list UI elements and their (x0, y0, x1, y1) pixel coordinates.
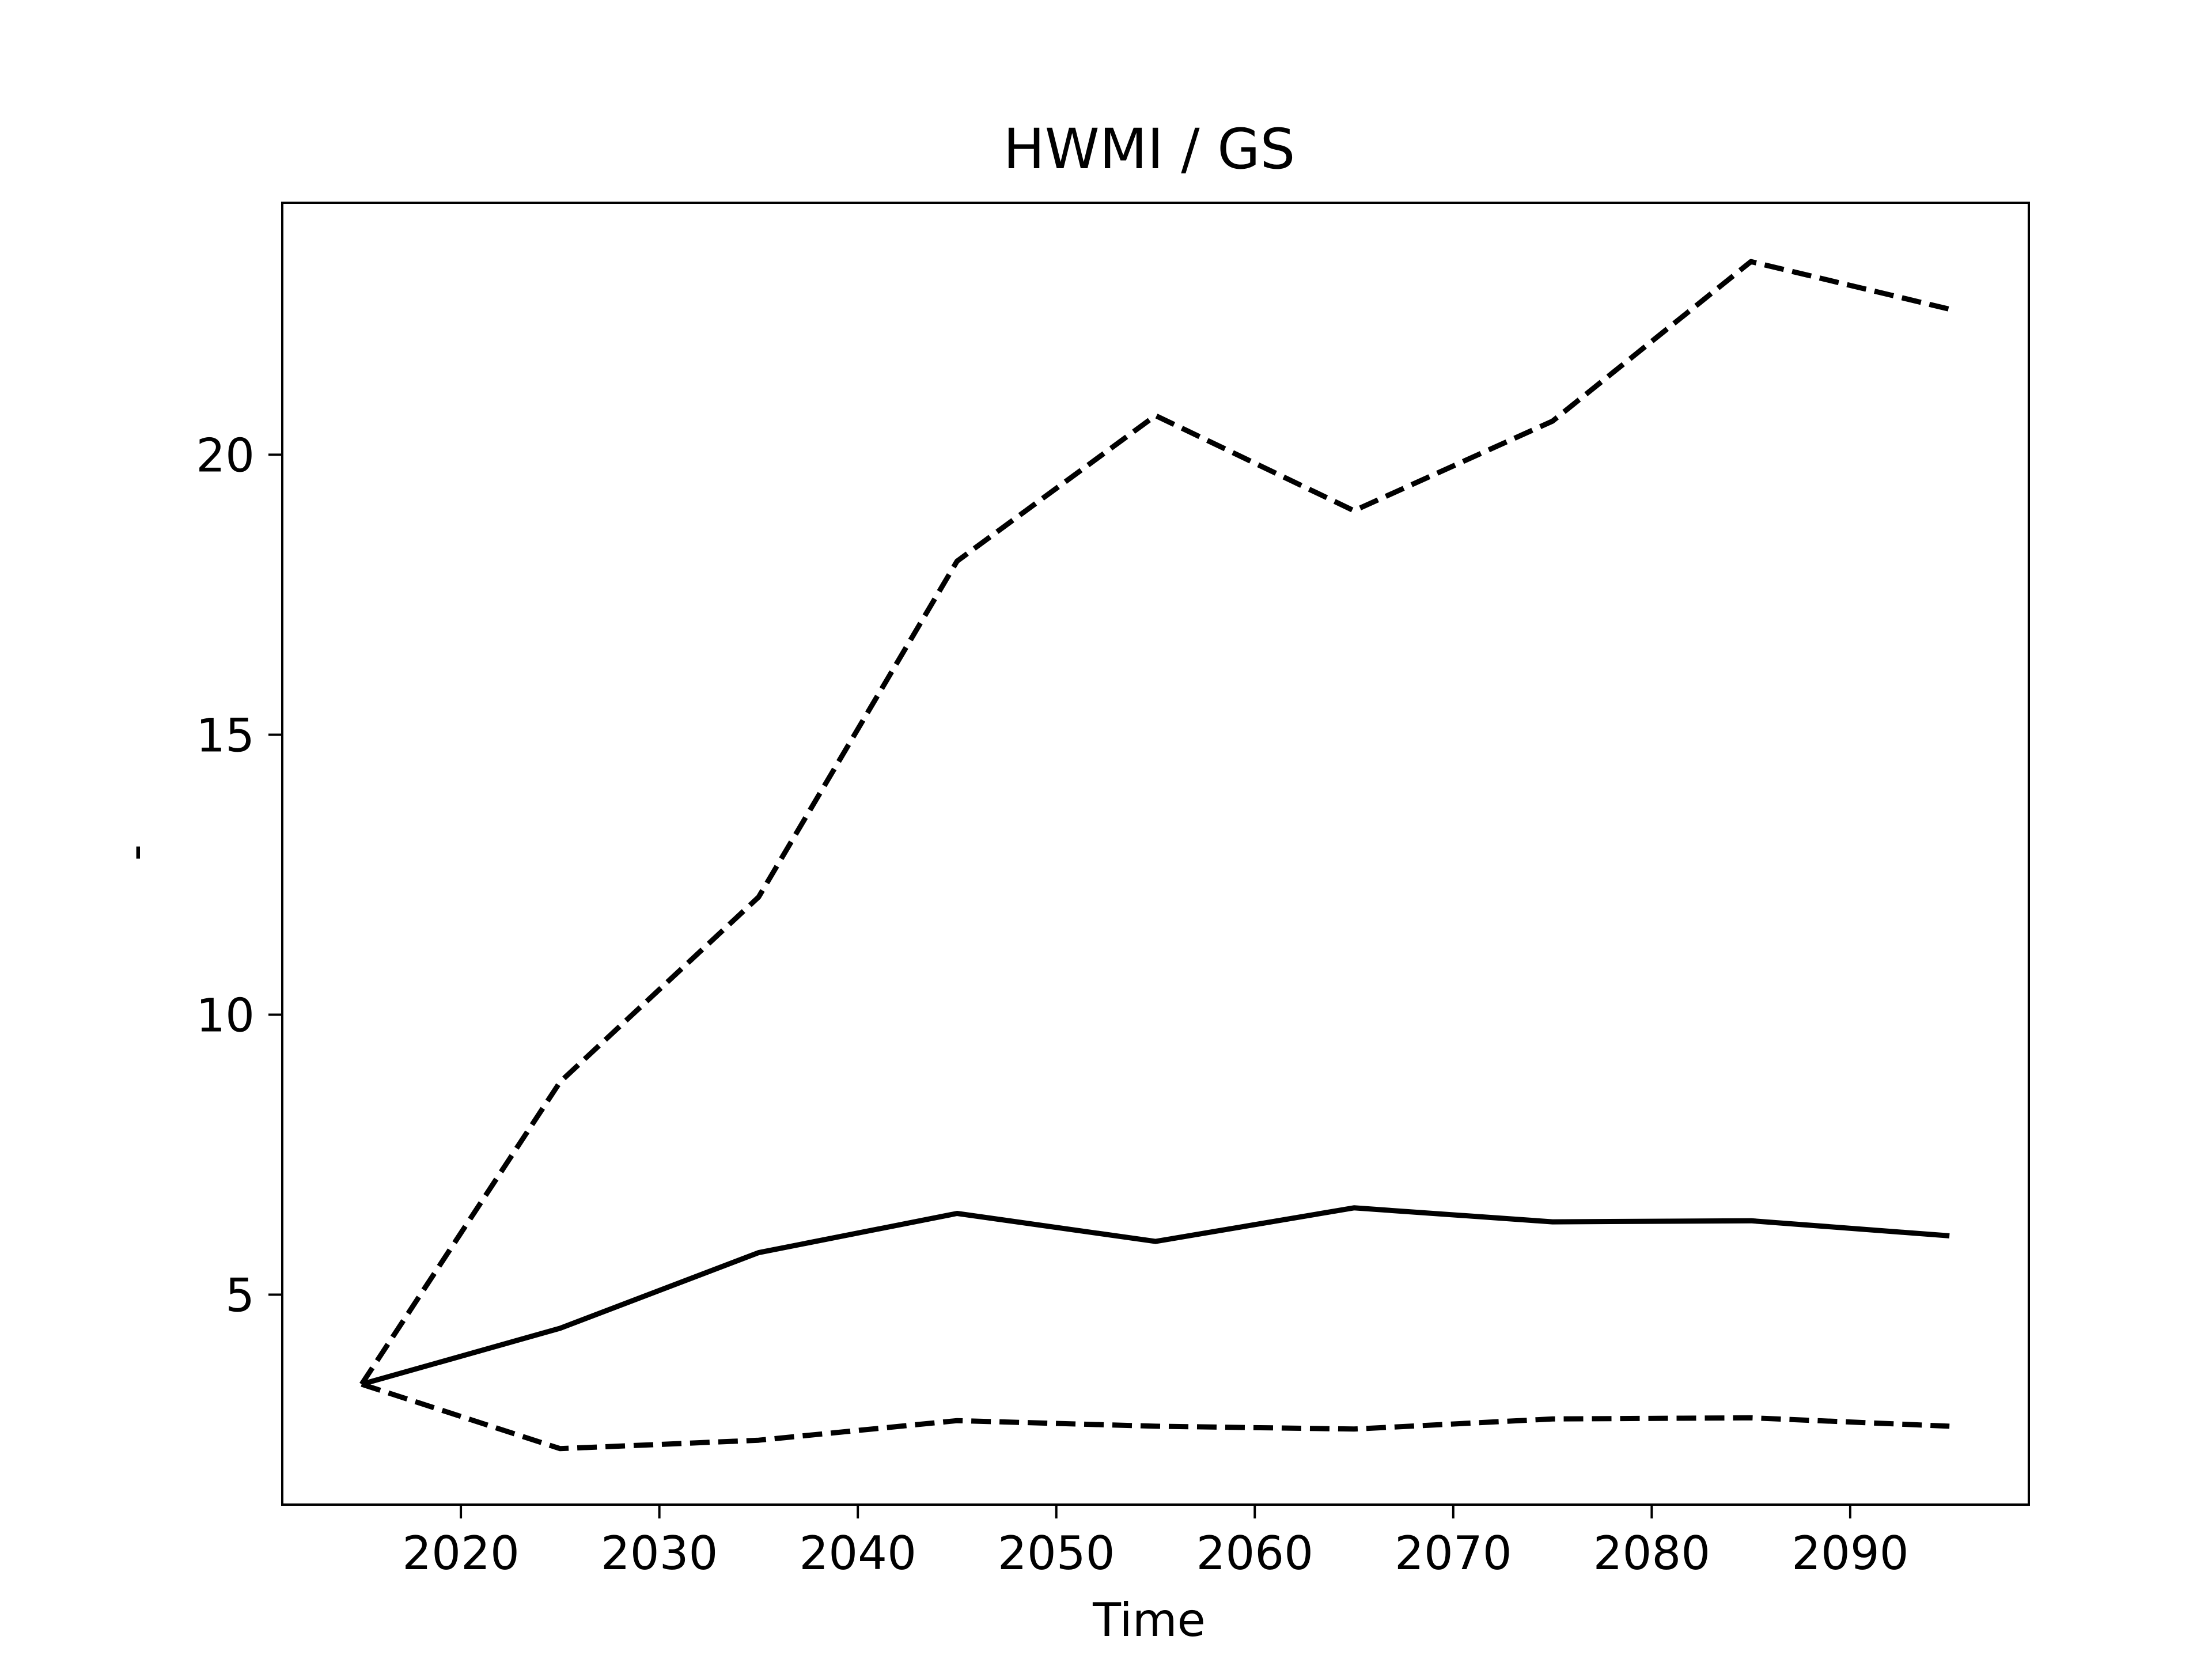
x-tick-label: 2060 (1196, 1527, 1313, 1580)
series-line-1 (361, 1205, 1950, 1387)
x-tick-label: 2070 (1395, 1527, 1512, 1580)
series-line-3 (361, 1381, 1950, 1452)
x-tick-label: 2040 (799, 1527, 916, 1580)
x-tick-label: 2090 (1791, 1527, 1909, 1580)
x-tick-label: 2030 (601, 1527, 718, 1580)
x-tick-label: 2080 (1593, 1527, 1711, 1580)
axes-frame (281, 202, 2030, 1506)
plot-area: 2020 2030 2040 2050 2060 2070 2080 2090 5 10 15 20 (196, 202, 2030, 1580)
series-line-2 (359, 259, 1950, 1386)
chart-title: HWMI / GS (1003, 117, 1296, 181)
x-tick-label: 2050 (998, 1527, 1115, 1580)
y-tick-label: 5 (225, 1268, 255, 1322)
x-tick-label: 2020 (402, 1527, 520, 1580)
y-tick-label: 15 (196, 709, 255, 762)
y-tick-label: 10 (196, 988, 255, 1042)
x-axis-label: Time (1092, 1593, 1206, 1647)
y-axis-label: - (108, 844, 162, 861)
y-tick-label: 20 (196, 429, 255, 482)
